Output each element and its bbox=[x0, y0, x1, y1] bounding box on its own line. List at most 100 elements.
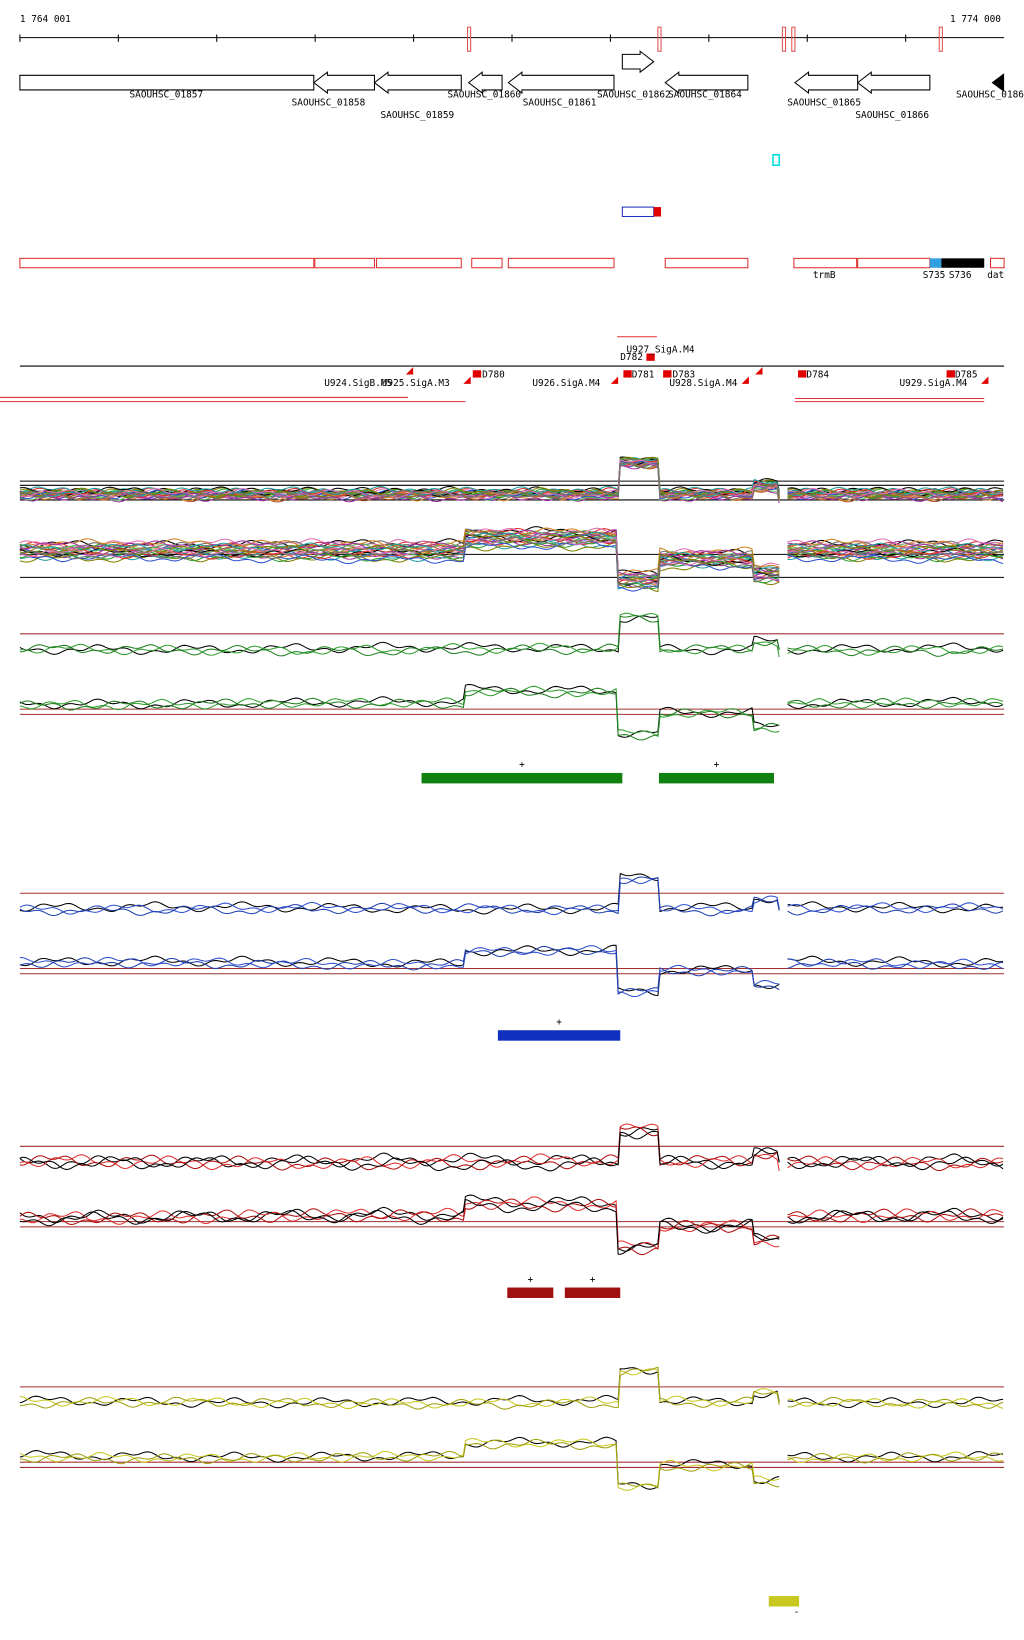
gene bbox=[312, 71, 375, 95]
region bbox=[929, 258, 942, 268]
ruler-mark bbox=[791, 26, 796, 52]
signal-trace bbox=[19, 612, 1004, 658]
label: 1 774 000 bbox=[950, 14, 1001, 25]
site bbox=[663, 370, 672, 378]
signal-trace bbox=[19, 687, 1004, 741]
gene bbox=[664, 71, 749, 95]
ruler-mark bbox=[781, 26, 787, 52]
label: SAOUHSC_01862 bbox=[597, 89, 671, 100]
label: D785 bbox=[955, 370, 978, 381]
signal-trace bbox=[19, 1130, 1004, 1172]
signal-trace bbox=[19, 683, 1004, 738]
signal-trace bbox=[19, 1127, 1004, 1170]
label: dat bbox=[987, 270, 1004, 281]
label: + bbox=[714, 760, 720, 771]
gene bbox=[19, 74, 315, 91]
label: + bbox=[590, 1274, 596, 1285]
enriched-region bbox=[497, 1030, 621, 1041]
label: U928.SigA.M4 bbox=[669, 378, 737, 389]
signal-trace bbox=[19, 945, 1004, 995]
tss bbox=[981, 376, 989, 384]
signal-trace bbox=[19, 1438, 1004, 1489]
tss bbox=[741, 376, 749, 384]
ruler-mark bbox=[467, 26, 472, 52]
label: U929.SigA.M4 bbox=[900, 378, 968, 389]
region bbox=[507, 257, 615, 269]
label: SAOUHSC_0186 bbox=[956, 89, 1024, 100]
label: SAOUHSC_01857 bbox=[130, 89, 204, 100]
feature bbox=[621, 206, 655, 218]
label: U925.SigA.M3 bbox=[382, 378, 450, 389]
signal-trace bbox=[19, 1198, 1004, 1255]
signal-trace bbox=[19, 459, 1004, 500]
signal-trace bbox=[19, 876, 1004, 917]
label: U927_SigA.M4 bbox=[627, 344, 695, 355]
gene bbox=[856, 71, 931, 95]
label: S735 bbox=[923, 270, 946, 281]
label: S736 bbox=[949, 270, 972, 281]
label: 1 764 001 bbox=[20, 14, 71, 25]
label: SAOUHSC_01866 bbox=[855, 110, 929, 121]
enriched-region bbox=[658, 772, 775, 784]
signal-trace bbox=[19, 1438, 1004, 1491]
signal-trace bbox=[19, 1126, 1004, 1172]
signal-trace bbox=[19, 1366, 1004, 1410]
signal-trace bbox=[19, 1436, 1004, 1490]
feature bbox=[772, 154, 781, 167]
signal-trace bbox=[19, 531, 1004, 583]
signal-trace bbox=[19, 615, 1004, 657]
enriched-region bbox=[507, 1287, 554, 1298]
gene bbox=[507, 71, 615, 95]
label: SAOUHSC_01860 bbox=[447, 89, 521, 100]
region bbox=[989, 257, 1005, 269]
region bbox=[376, 257, 462, 269]
signal-trace bbox=[19, 534, 1004, 586]
tss bbox=[463, 376, 471, 384]
label: SAOUHSC_01864 bbox=[668, 89, 742, 100]
gene bbox=[794, 71, 859, 95]
label: + bbox=[519, 760, 525, 771]
gene bbox=[991, 73, 1005, 93]
site bbox=[946, 370, 955, 378]
region bbox=[19, 257, 315, 269]
signal-trace bbox=[19, 536, 1004, 590]
signal-trace bbox=[19, 1196, 1004, 1251]
signal-trace bbox=[19, 685, 1004, 738]
label: U924.SigB.M5 bbox=[324, 378, 392, 389]
signal-trace bbox=[19, 945, 1004, 998]
region bbox=[314, 257, 375, 269]
label: trmB bbox=[813, 270, 836, 281]
label: D780 bbox=[482, 370, 505, 381]
tss bbox=[405, 367, 414, 375]
signal-trace bbox=[19, 1368, 1004, 1410]
ruler-mark bbox=[657, 26, 662, 52]
site bbox=[798, 370, 807, 378]
label: U926.SigA.M4 bbox=[532, 378, 600, 389]
label: D784 bbox=[806, 370, 829, 381]
gene bbox=[467, 71, 503, 95]
label: SAOUHSC_01865 bbox=[787, 98, 861, 109]
region bbox=[664, 257, 749, 269]
gene bbox=[373, 71, 462, 95]
feature bbox=[653, 207, 662, 217]
enriched-region bbox=[564, 1287, 621, 1298]
signal-trace bbox=[19, 462, 1004, 500]
label: D781 bbox=[632, 370, 655, 381]
enriched-region bbox=[768, 1596, 800, 1607]
label: SAOUHSC_01858 bbox=[292, 98, 366, 109]
site bbox=[646, 353, 655, 361]
signal-trace bbox=[19, 1123, 1004, 1171]
gene bbox=[621, 50, 655, 74]
label: SAOUHSC_01859 bbox=[381, 110, 455, 121]
site bbox=[623, 370, 632, 378]
site bbox=[472, 370, 482, 378]
region bbox=[793, 257, 858, 269]
tss bbox=[610, 376, 619, 384]
region bbox=[471, 257, 503, 269]
label: D782 bbox=[620, 352, 643, 363]
ruler-mark bbox=[938, 26, 943, 52]
label: + bbox=[556, 1017, 562, 1028]
label: SAOUHSC_01861 bbox=[523, 98, 597, 109]
